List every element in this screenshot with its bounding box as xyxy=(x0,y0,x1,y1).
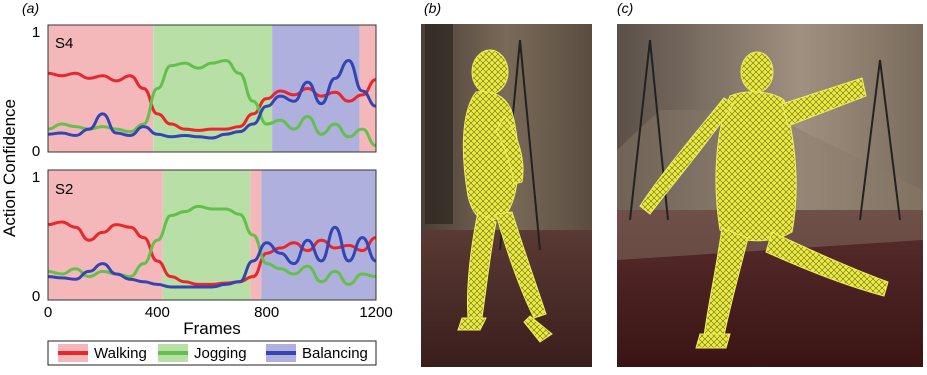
chart-s4: S4 1 0 xyxy=(32,24,377,160)
x-tick-label: 800 xyxy=(254,304,279,321)
panel-label-b: (b) xyxy=(424,0,441,16)
chart-s2-ytick-0: 0 xyxy=(32,288,40,305)
chart-s2-xticks: 0 400 800 1200 xyxy=(44,304,393,321)
x-tick-label: 1200 xyxy=(359,304,392,321)
chart-s4-ytick-0: 0 xyxy=(32,143,40,160)
x-tick-label: 0 xyxy=(44,304,52,321)
series-line-walking xyxy=(47,71,377,132)
mesh-figure-c xyxy=(639,51,889,349)
x-tick-label: 400 xyxy=(145,304,170,321)
chart-s4-background xyxy=(48,25,376,152)
legend-label-jogging: Jogging xyxy=(194,345,247,362)
chart-s2-frame xyxy=(47,169,377,301)
chart-s4-title: S4 xyxy=(55,35,73,52)
legend: Walking Jogging Balancing xyxy=(47,340,377,366)
chart-s2-lines xyxy=(47,204,377,289)
chart-s4-ytick-1: 1 xyxy=(32,24,40,41)
chart-s4-lines xyxy=(47,59,377,148)
y-axis-label: Action Confidence xyxy=(0,99,19,237)
mesh-figure-b xyxy=(457,49,553,343)
photo-b xyxy=(421,24,592,367)
panel-label-c: (c) xyxy=(617,0,633,16)
photo-c xyxy=(617,24,923,367)
chart-s4-frame xyxy=(47,24,377,153)
panel-label-a: (a) xyxy=(22,0,39,16)
series-line-jogging xyxy=(47,59,377,148)
background-segment-jogging xyxy=(153,25,273,152)
series-line-balancing xyxy=(47,59,377,140)
x-axis-label: Frames xyxy=(183,319,241,338)
legend-label-walking: Walking xyxy=(94,345,147,362)
series-line-jogging xyxy=(47,204,377,286)
legend-box xyxy=(47,340,377,366)
chart-s2-title: S2 xyxy=(55,181,73,198)
series-line-balancing xyxy=(47,225,377,289)
chart-s2-ytick-1: 1 xyxy=(32,169,40,186)
background-segment-balancing xyxy=(272,25,360,152)
chart-s2: S2 1 0 0 400 800 1200 xyxy=(32,169,393,321)
legend-label-balancing: Balancing xyxy=(302,345,368,362)
series-line-walking xyxy=(47,220,377,286)
